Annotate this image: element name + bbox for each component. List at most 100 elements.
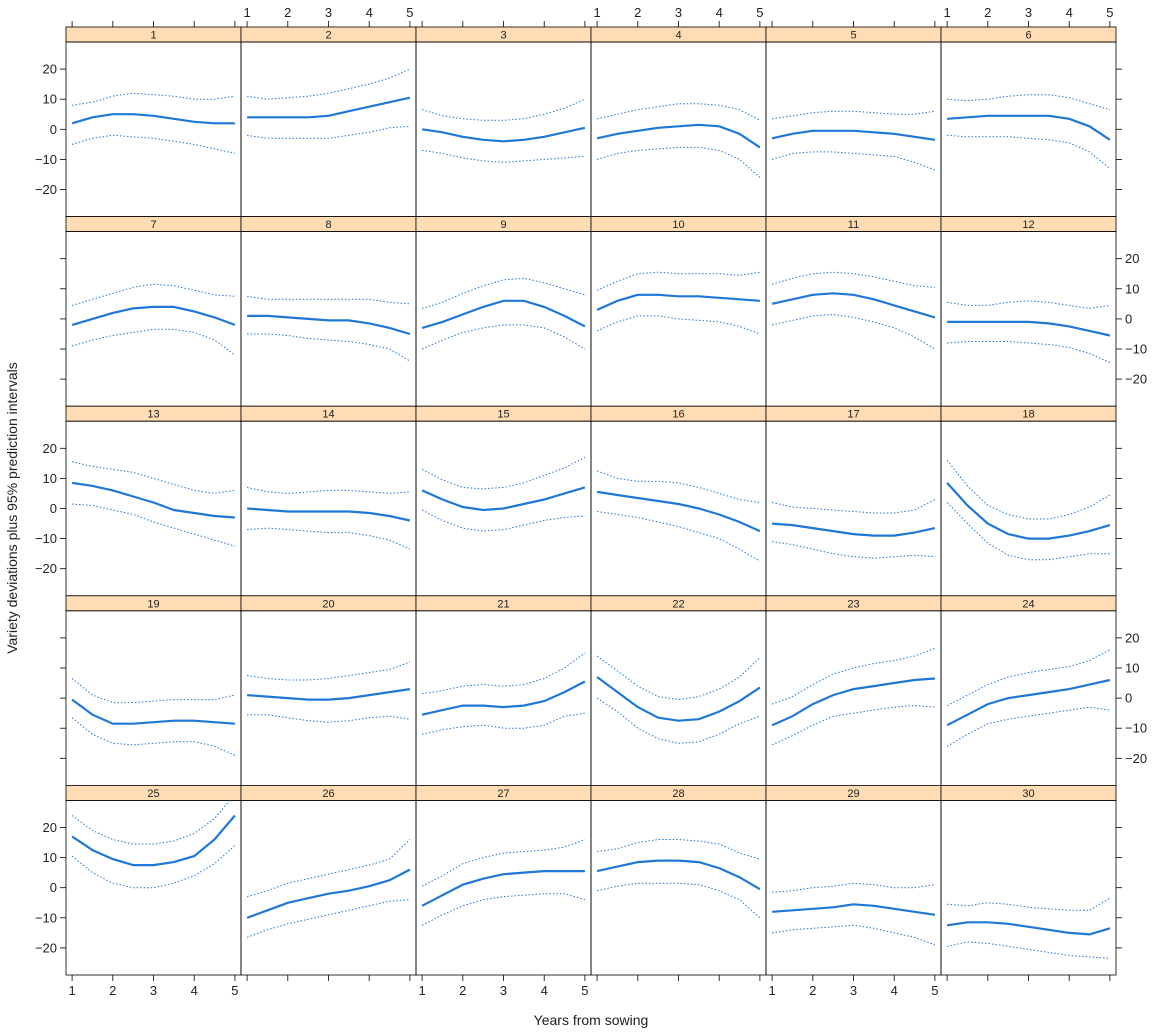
y-tick-label: 20	[43, 820, 57, 835]
panel-2: 2	[240, 26, 417, 218]
strip-label: 14	[322, 409, 334, 421]
panel-17: 17	[765, 405, 942, 597]
panel-30: 30	[940, 785, 1117, 976]
upper-interval-line	[246, 839, 411, 898]
y-axis-right-row-2: −20 −10 0 10 20	[1116, 251, 1147, 387]
strip-label: 17	[847, 409, 859, 421]
y-tick-label: 0	[1125, 311, 1132, 326]
deviation-line	[421, 299, 586, 329]
panel-16: 16	[590, 405, 767, 597]
panel-border	[415, 800, 592, 976]
x-axis-top-col-2: 1 2 3 4 5	[243, 5, 414, 27]
x-tick-label: 5	[756, 5, 763, 20]
y-axis-right-row-5	[1116, 827, 1122, 949]
upper-interval-line	[421, 839, 586, 887]
deviation-line	[596, 859, 761, 891]
panel-15: 15	[415, 405, 592, 597]
panel-border	[65, 420, 242, 597]
panel-22: 22	[590, 595, 767, 786]
strip-label: 25	[147, 788, 159, 800]
strip-label: 26	[322, 788, 334, 800]
y-axis-left-row-1: −20 −10 0 10 20	[35, 62, 66, 197]
x-tick-label: 4	[1066, 5, 1073, 20]
panel-23: 23	[765, 595, 942, 786]
deviation-line	[946, 921, 1111, 936]
panel-24: 24	[940, 595, 1117, 786]
x-tick-label: 3	[150, 983, 157, 998]
lower-interval-line	[946, 502, 1110, 561]
panel-4: 4	[590, 26, 767, 218]
panel-26: 26	[240, 785, 417, 976]
x-tick-label: 4	[541, 983, 548, 998]
panel-18: 18	[940, 405, 1117, 597]
deviation-line	[421, 870, 585, 907]
lower-interval-line	[772, 541, 935, 559]
lower-interval-line	[947, 134, 1111, 169]
x-tick-label: 5	[406, 5, 413, 20]
panel-border	[590, 41, 767, 218]
upper-interval-line	[596, 655, 761, 701]
y-tick-label: 10	[43, 471, 57, 486]
lower-interval-line	[247, 333, 411, 362]
strip-label: 13	[147, 409, 159, 421]
lower-interval-line	[421, 324, 586, 350]
panel-border	[590, 420, 767, 597]
upper-interval-line	[421, 277, 586, 309]
lower-interval-line	[771, 705, 935, 746]
x-tick-label: 4	[716, 5, 723, 20]
x-tick-label: 1	[943, 5, 950, 20]
lower-interval-line	[247, 125, 410, 139]
panel-19: 19	[65, 595, 242, 786]
x-tick-label: 4	[891, 983, 898, 998]
x-tick-label: 1	[243, 5, 250, 20]
panel-border	[65, 41, 242, 218]
x-tick-label: 1	[593, 5, 600, 20]
strip-label: 8	[325, 219, 331, 231]
upper-interval-line	[947, 300, 1110, 309]
upper-interval-line	[247, 68, 411, 100]
strip-label: 2	[325, 30, 331, 42]
x-axis-bottom-col-3: 1 2 3 4 5	[418, 975, 589, 998]
panel-6: 6	[940, 26, 1117, 218]
panel-13: 13	[65, 405, 242, 597]
panel-border	[940, 610, 1117, 786]
y-tick-label: 0	[1125, 691, 1132, 706]
deviation-line	[71, 698, 235, 725]
panel-7: 7	[65, 216, 242, 407]
y-tick-label: −10	[35, 910, 57, 925]
panel-border	[415, 610, 592, 786]
strip-label: 1	[150, 30, 156, 42]
upper-interval-line	[247, 661, 411, 681]
panel-20: 20	[240, 595, 417, 786]
upper-interval-line	[946, 649, 1111, 707]
x-tick-label: 3	[500, 983, 507, 998]
x-tick-label: 2	[984, 5, 991, 20]
x-tick-label: 3	[675, 5, 682, 20]
panel-10: 10	[590, 216, 767, 407]
deviation-line	[946, 482, 1111, 540]
y-axis-right-row-3	[1116, 447, 1122, 570]
x-tick-label: 5	[231, 983, 238, 998]
y-axis-left-row-4	[60, 637, 66, 759]
lower-interval-line	[772, 924, 936, 946]
strip-label: 4	[675, 30, 681, 42]
strip-label: 28	[672, 788, 684, 800]
y-tick-label: 20	[43, 441, 57, 456]
x-tick-label: 4	[191, 983, 198, 998]
panel-border	[240, 420, 417, 597]
deviation-line	[947, 320, 1111, 337]
x-tick-label: 4	[366, 5, 373, 20]
x-ticks-top-col-5	[771, 21, 936, 27]
panel-border	[940, 231, 1117, 407]
x-ticks-bottom-col-2	[246, 975, 411, 981]
deviation-line	[947, 114, 1111, 141]
deviation-line	[247, 507, 411, 522]
upper-interval-line	[246, 486, 410, 494]
y-tick-label: 10	[1125, 281, 1139, 296]
lower-interval-line	[596, 882, 761, 919]
deviation-line	[71, 481, 235, 519]
y-tick-label: −20	[35, 561, 57, 576]
panel-border	[240, 231, 417, 407]
panel-27: 27	[415, 785, 592, 976]
strip-label: 18	[1022, 409, 1034, 421]
